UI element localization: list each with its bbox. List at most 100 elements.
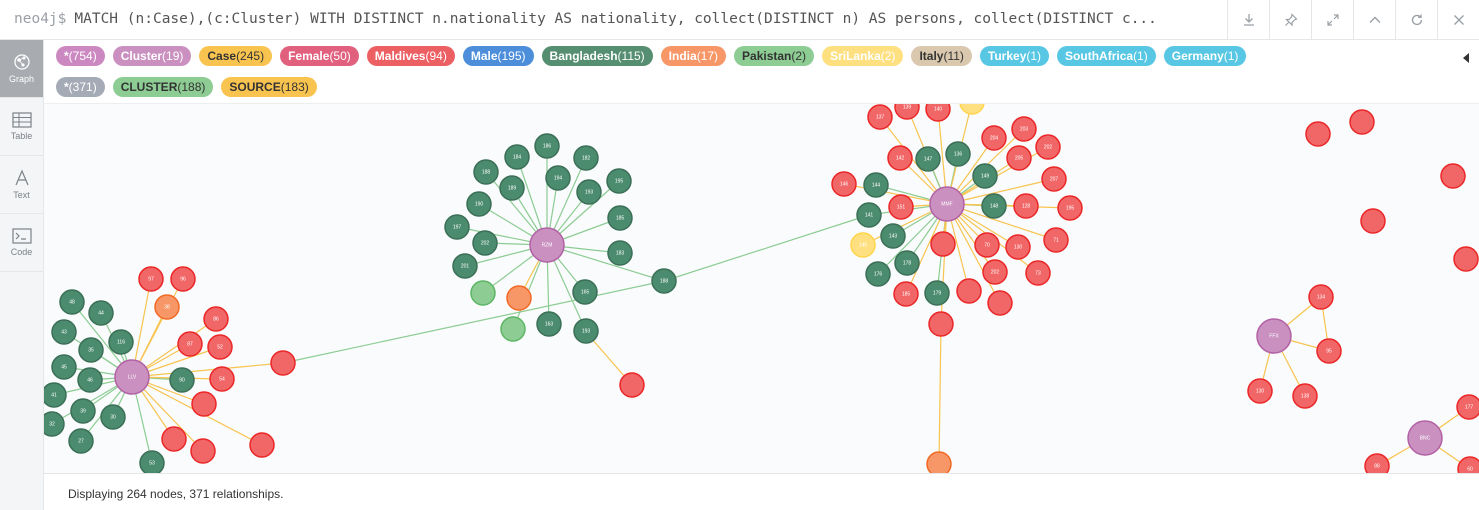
case-node-circle[interactable]: [572, 279, 598, 305]
case-node[interactable]: 46: [77, 367, 103, 393]
case-node-circle[interactable]: [534, 133, 560, 159]
case-node[interactable]: [161, 426, 187, 452]
case-node-circle[interactable]: [850, 232, 876, 258]
legend-pill-maldives[interactable]: Maldives (94): [366, 46, 455, 66]
case-node-circle[interactable]: [177, 331, 203, 357]
case-node[interactable]: 130: [1247, 378, 1273, 404]
case-node[interactable]: 130: [1005, 234, 1031, 260]
legend-pill-pakistan[interactable]: Pakistan (2): [734, 46, 815, 66]
case-node-circle[interactable]: [466, 191, 492, 217]
case-node-circle[interactable]: [926, 451, 952, 473]
case-node-circle[interactable]: [987, 290, 1013, 316]
legend-pill-source[interactable]: SOURCE (183): [221, 77, 317, 97]
case-node-circle[interactable]: [972, 163, 998, 189]
case-node[interactable]: 138: [1292, 383, 1318, 409]
case-node[interactable]: 202: [472, 230, 498, 256]
case-node-circle[interactable]: [499, 175, 525, 201]
case-node[interactable]: 43: [51, 319, 77, 345]
case-node-circle[interactable]: [945, 141, 971, 167]
case-node-circle[interactable]: [1043, 227, 1069, 253]
case-node-circle[interactable]: [1005, 234, 1031, 260]
case-node[interactable]: [987, 290, 1013, 316]
cluster-node-bnc[interactable]: BNC: [1407, 420, 1443, 456]
case-node-circle[interactable]: [959, 104, 985, 115]
legend-pill-all[interactable]: * (754): [56, 46, 105, 66]
case-node[interactable]: 143: [880, 223, 906, 249]
relationship-edge[interactable]: [946, 203, 1057, 241]
case-node[interactable]: 188: [473, 159, 499, 185]
case-node[interactable]: [191, 391, 217, 417]
case-node[interactable]: 71: [1043, 227, 1069, 253]
case-node-circle[interactable]: [139, 450, 165, 473]
cluster-node-rzm[interactable]: RZM: [529, 227, 565, 263]
case-node[interactable]: 207: [1041, 166, 1067, 192]
case-node-circle[interactable]: [867, 104, 893, 130]
case-node[interactable]: [956, 278, 982, 304]
case-node-circle[interactable]: [1247, 378, 1273, 404]
case-node[interactable]: 185: [607, 205, 633, 231]
case-node[interactable]: 144: [863, 172, 889, 198]
query-editor[interactable]: neo4j$ MATCH (n:Case),(c:Cluster) WITH DI…: [14, 11, 1224, 27]
case-node[interactable]: 128: [1013, 193, 1039, 219]
case-node-circle[interactable]: [249, 432, 275, 458]
case-node[interactable]: [270, 350, 296, 376]
case-node[interactable]: 182: [573, 145, 599, 171]
case-node[interactable]: 90: [169, 367, 195, 393]
case-node-circle[interactable]: [500, 316, 526, 342]
case-node[interactable]: 30: [100, 404, 126, 430]
case-node[interactable]: 190: [466, 191, 492, 217]
cluster-node-bnc-circle[interactable]: [1407, 420, 1443, 456]
case-node[interactable]: [190, 438, 216, 464]
case-node-circle[interactable]: [161, 426, 187, 452]
case-node[interactable]: 188: [651, 268, 677, 294]
case-node[interactable]: 179: [924, 280, 950, 306]
case-node-circle[interactable]: [1316, 338, 1342, 364]
legend-collapse-arrow-icon[interactable]: [1463, 53, 1469, 63]
case-node-circle[interactable]: [545, 165, 571, 191]
cluster-node-mmf[interactable]: MMF: [929, 186, 965, 222]
case-node-circle[interactable]: [930, 231, 956, 257]
case-node-circle[interactable]: [982, 259, 1008, 285]
relationship-edge[interactable]: [663, 214, 870, 282]
case-node-circle[interactable]: [444, 214, 470, 240]
legend-pill-female[interactable]: Female (50): [280, 46, 359, 66]
case-node-circle[interactable]: [452, 253, 478, 279]
case-node-circle[interactable]: [473, 159, 499, 185]
case-node[interactable]: 141: [856, 202, 882, 228]
case-node-circle[interactable]: [170, 266, 196, 292]
relationship-edge[interactable]: [131, 362, 284, 378]
case-node-circle[interactable]: [894, 104, 920, 120]
case-node[interactable]: [1305, 121, 1331, 147]
case-node-circle[interactable]: [863, 172, 889, 198]
sidebar-item-graph[interactable]: Graph: [0, 40, 43, 98]
case-node[interactable]: 38: [154, 294, 180, 320]
case-node[interactable]: 27: [68, 428, 94, 454]
relationship-edge[interactable]: [938, 323, 942, 465]
graph-nodes[interactable]: 1881841861821951931941891901972022011851…: [44, 104, 1479, 473]
case-node[interactable]: 202: [1035, 134, 1061, 160]
case-node[interactable]: 146: [831, 171, 857, 197]
case-node[interactable]: 96: [170, 266, 196, 292]
case-node[interactable]: 193: [573, 318, 599, 344]
case-node-circle[interactable]: [619, 372, 645, 398]
case-node-circle[interactable]: [894, 250, 920, 276]
case-node-circle[interactable]: [44, 382, 67, 408]
case-node[interactable]: 53: [139, 450, 165, 473]
case-node[interactable]: 136: [945, 141, 971, 167]
case-node-circle[interactable]: [974, 232, 1000, 258]
case-node[interactable]: 45: [51, 354, 77, 380]
cluster-node-rzm-circle[interactable]: [529, 227, 565, 263]
sidebar-item-text[interactable]: Text: [0, 156, 43, 214]
case-node-circle[interactable]: [506, 285, 532, 311]
case-node[interactable]: 140: [925, 104, 951, 122]
case-node-circle[interactable]: [865, 261, 891, 287]
case-node[interactable]: [619, 372, 645, 398]
case-node-circle[interactable]: [270, 350, 296, 376]
case-node[interactable]: 70: [974, 232, 1000, 258]
case-node-circle[interactable]: [44, 411, 65, 437]
case-node-circle[interactable]: [138, 266, 164, 292]
case-node-circle[interactable]: [108, 329, 134, 355]
case-node-circle[interactable]: [51, 319, 77, 345]
sidebar-item-table[interactable]: Table: [0, 98, 43, 156]
case-node-circle[interactable]: [924, 280, 950, 306]
